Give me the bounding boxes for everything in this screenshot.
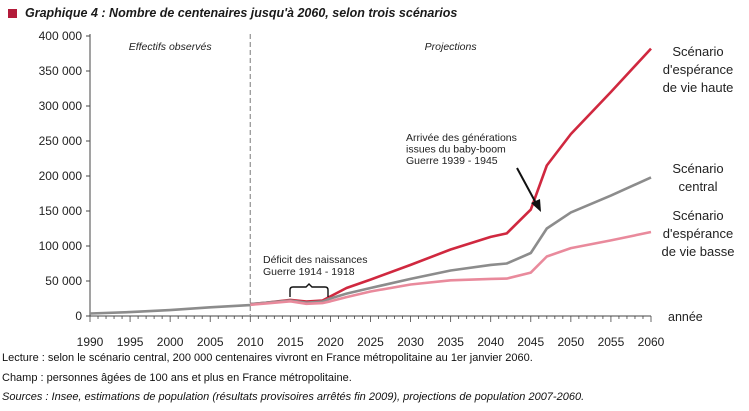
annotation-babyboom: Guerre 1939 - 1945 (406, 155, 498, 167)
chart: 0 50 000 100 000 150 000 200 000 250 000 300 0… (39, 29, 735, 349)
x-tick-label: 2025 (357, 335, 384, 349)
x-tick-label: 2040 (477, 335, 504, 349)
y-tick-label: 200 000 (39, 169, 83, 183)
x-tick-label: 2050 (558, 335, 585, 349)
y-tick-label: 150 000 (39, 204, 83, 218)
note-champ: Champ : personnes âgées de 100 ans et pl… (2, 372, 352, 384)
y-tick-label: 100 000 (39, 239, 83, 253)
series-label-central: Scénario (672, 161, 723, 176)
annotation-arrow-head (531, 199, 541, 212)
x-tick-label: 2020 (317, 335, 344, 349)
annotation-deficit: Déficit des naissances (263, 254, 367, 266)
x-axis-label: année (668, 310, 703, 324)
x-tick-label: 2030 (397, 335, 424, 349)
x-tick-label: 2035 (437, 335, 464, 349)
series-label-high: d'espérance (663, 62, 733, 77)
series-label-low: d'espérance (663, 226, 733, 241)
chart-title: Graphique 4 : Nombre de centenaires jusq… (25, 6, 458, 20)
x-tick-label: 2010 (237, 335, 264, 349)
title-square-icon (8, 8, 17, 18)
x-tick-label: 2015 (277, 335, 304, 349)
x-tick-label: 2005 (197, 335, 224, 349)
series-label-central: central (678, 179, 717, 194)
series-label-high: de vie haute (663, 80, 734, 95)
y-tick-label: 400 000 (39, 29, 83, 43)
note-lecture: Lecture : selon le scénario central, 200… (2, 352, 533, 364)
chart-title-row: Graphique 4 : Nombre de centenaires jusq… (8, 3, 457, 23)
label-observed: Effectifs observés (129, 41, 213, 53)
series-label-high: Scénario (672, 44, 723, 59)
annotation-babyboom: issues du baby-boom (406, 144, 506, 156)
y-tick-label: 300 000 (39, 99, 83, 113)
note-sources: Sources : Insee, estimations de populati… (2, 391, 585, 403)
label-projections: Projections (425, 41, 478, 53)
series-line-low (250, 230, 652, 307)
x-tick-label: 2000 (157, 335, 184, 349)
y-tick-label: 50 000 (45, 274, 82, 288)
deficit-bracket (289, 283, 329, 297)
annotation-deficit: Guerre 1914 - 1918 (263, 266, 355, 278)
annotation-arrow-line (516, 167, 538, 206)
x-tick-label: 2045 (517, 335, 544, 349)
y-tick-label: 250 000 (39, 134, 83, 148)
series-label-low: Scénario (672, 208, 723, 223)
x-tick-label: 1990 (77, 335, 104, 349)
x-tick-label: 2055 (598, 335, 625, 349)
y-tick-label: 350 000 (39, 64, 83, 78)
x-tick-label: 1995 (117, 335, 144, 349)
x-tick-label: 2060 (638, 335, 665, 349)
y-tick-label: 0 (75, 309, 82, 323)
series-label-low: de vie basse (662, 244, 735, 259)
series-line-observed (89, 303, 251, 315)
annotation-babyboom: Arrivée des générations (406, 132, 517, 144)
